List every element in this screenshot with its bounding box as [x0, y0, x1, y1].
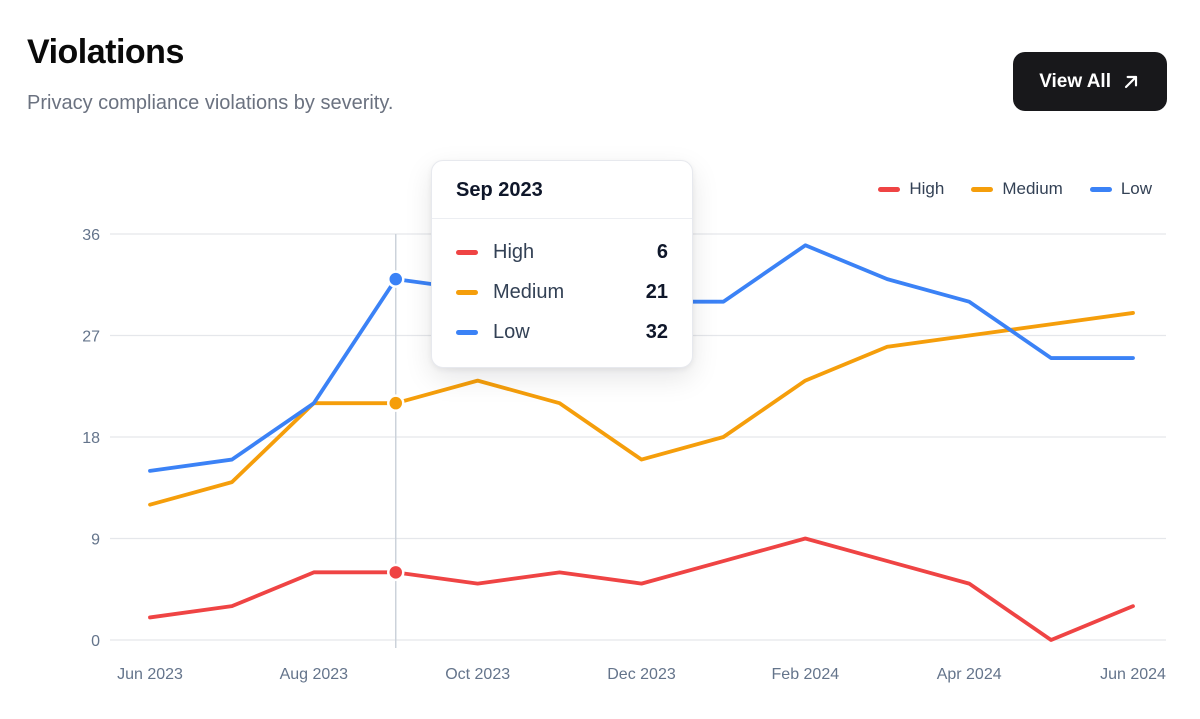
tooltip-label-low: Low: [493, 320, 530, 343]
y-tick-label: 27: [82, 329, 100, 346]
x-tick-label: Jun 2024: [1100, 666, 1166, 683]
view-all-label: View All: [1039, 70, 1111, 92]
highlight-dot-high: [387, 563, 405, 582]
legend-dash-medium-icon: [971, 186, 994, 192]
tooltip-rows: High 6 Medium 21 Low 32: [432, 219, 692, 367]
tooltip-value-high: 6: [656, 240, 668, 263]
tooltip-row-low: Low 32: [456, 312, 668, 352]
page-title: Violations: [27, 33, 184, 71]
tooltip-dash-low-icon: [456, 329, 478, 335]
legend-label-medium: Medium: [1002, 179, 1063, 198]
legend-item-low[interactable]: Low: [1089, 179, 1152, 199]
tooltip-dash-medium-icon: [456, 289, 478, 295]
legend-dash-high-icon: [878, 186, 901, 192]
highlight-dot-low: [387, 270, 405, 288]
y-tick-label: 9: [91, 532, 100, 549]
tooltip-dash-high-icon: [456, 249, 478, 255]
legend-item-high[interactable]: High: [878, 179, 944, 199]
chart-tooltip: Sep 2023 High 6 Medium 21 Low 32: [431, 160, 693, 368]
tooltip-title: Sep 2023: [432, 161, 692, 219]
y-tick-label: 36: [82, 227, 100, 244]
x-tick-label: Jun 2023: [117, 666, 183, 683]
y-tick-label: 18: [82, 430, 100, 447]
legend-label-low: Low: [1120, 179, 1152, 198]
tooltip-value-low: 32: [645, 320, 668, 343]
highlight-dot-medium: [387, 394, 405, 412]
legend-dash-low-icon: [1089, 186, 1112, 192]
x-tick-label: Apr 2024: [937, 666, 1002, 683]
x-tick-label: Oct 2023: [445, 666, 510, 683]
tooltip-row-medium: Medium 21: [456, 272, 668, 312]
x-tick-label: Feb 2024: [772, 666, 840, 683]
chart-legend: High Medium Low: [878, 179, 1152, 199]
x-tick-label: Aug 2023: [280, 666, 349, 683]
legend-item-medium[interactable]: Medium: [971, 179, 1063, 199]
series-line-high: [148, 536, 1135, 642]
tooltip-row-high: High 6: [456, 232, 668, 272]
y-tick-label: 0: [91, 633, 100, 650]
tooltip-label-high: High: [493, 240, 535, 263]
page-subtitle: Privacy compliance violations by severit…: [27, 92, 394, 114]
view-all-button[interactable]: View All: [1013, 52, 1167, 111]
legend-label-high: High: [909, 179, 945, 198]
x-tick-label: Dec 2023: [607, 666, 676, 683]
tooltip-value-medium: 21: [645, 280, 668, 303]
tooltip-label-medium: Medium: [493, 280, 565, 303]
arrow-up-right-icon: [1124, 75, 1138, 88]
